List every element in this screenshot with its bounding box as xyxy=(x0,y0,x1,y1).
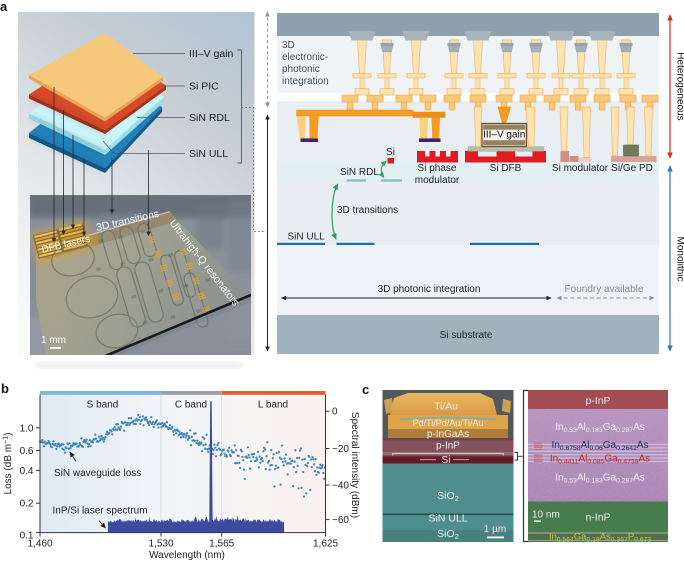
svg-text:Si PIC: Si PIC xyxy=(189,81,219,93)
svg-text:1,565: 1,565 xyxy=(209,539,234,550)
svg-text:SiN ULL: SiN ULL xyxy=(189,148,228,160)
svg-text:p-InGaAs: p-InGaAs xyxy=(427,429,469,440)
svg-text:1.0: 1.0 xyxy=(20,423,34,434)
svg-text:modulator: modulator xyxy=(415,175,460,186)
svg-text:SiN RDL: SiN RDL xyxy=(340,167,379,178)
svg-text:In0.564Ga0.19As0.367P0.673: In0.564Ga0.19As0.367P0.673 xyxy=(549,532,652,544)
svg-text:1,530: 1,530 xyxy=(148,539,173,550)
svg-text:S band: S band xyxy=(87,400,119,411)
svg-text:p-InP: p-InP xyxy=(585,395,610,407)
svg-text:Si: Si xyxy=(386,147,395,158)
svg-text:1,460: 1,460 xyxy=(27,539,52,550)
svg-text:1,625: 1,625 xyxy=(313,539,338,550)
svg-text:0.4: 0.4 xyxy=(20,466,34,477)
svg-text:Heterogeneous: Heterogeneous xyxy=(675,52,684,120)
svg-text:Ti/Au: Ti/Au xyxy=(434,401,458,413)
svg-text:III–V gain: III–V gain xyxy=(189,48,234,60)
svg-text:0: 0 xyxy=(332,407,338,418)
svg-text:−40: −40 xyxy=(332,481,349,492)
svg-text:SiO2: SiO2 xyxy=(437,528,459,541)
svg-text:3D photonic integration: 3D photonic integration xyxy=(378,284,481,295)
svg-text:Pd/Ti/Pd/Au/Ti/Au: Pd/Ti/Pd/Au/Ti/Au xyxy=(413,418,484,428)
svg-text:Si: Si xyxy=(442,455,451,466)
svg-text:p-InP: p-InP xyxy=(436,441,460,452)
svg-text:Spectral intensity (dBm): Spectral intensity (dBm) xyxy=(349,412,360,518)
svg-text:0.1: 0.1 xyxy=(20,531,34,542)
svg-text:Si substrate: Si substrate xyxy=(440,330,493,341)
svg-text:−60: −60 xyxy=(332,515,349,526)
svg-text:integration: integration xyxy=(282,76,329,87)
svg-text:−20: −20 xyxy=(332,444,349,455)
svg-text:0.6: 0.6 xyxy=(20,446,34,457)
svg-text:L band: L band xyxy=(258,400,288,411)
svg-text:Loss (dB m−1): Loss (dB m−1) xyxy=(3,433,15,495)
svg-text:SiN waveguide loss: SiN waveguide loss xyxy=(54,468,141,479)
svg-text:electronic-: electronic- xyxy=(282,52,328,63)
svg-text:Wavelength (nm): Wavelength (nm) xyxy=(149,550,225,561)
svg-text:1 mm: 1 mm xyxy=(41,335,66,346)
svg-text:Si/Ge PD: Si/Ge PD xyxy=(611,163,653,174)
svg-text:Monolithic: Monolithic xyxy=(675,236,684,281)
svg-text:3D: 3D xyxy=(282,40,295,51)
svg-text:Si modulator: Si modulator xyxy=(552,163,609,174)
svg-text:III–V gain: III–V gain xyxy=(483,130,525,141)
svg-text:SiN RDL: SiN RDL xyxy=(189,112,230,124)
svg-text:1 µm: 1 µm xyxy=(484,524,506,535)
svg-text:n-InP: n-InP xyxy=(585,512,610,524)
svg-text:3D transitions: 3D transitions xyxy=(337,205,398,216)
svg-text:In0.6758Al0.06Ga0.2642As: In0.6758Al0.06Ga0.2642As xyxy=(551,440,648,452)
svg-text:In0.53Al0.183Ga0.287As: In0.53Al0.183Ga0.287As xyxy=(555,422,645,434)
svg-text:SiN ULL: SiN ULL xyxy=(288,232,326,243)
svg-text:SiN ULL: SiN ULL xyxy=(428,513,467,525)
svg-text:In0.53Al0.183Ga0.287As: In0.53Al0.183Ga0.287As xyxy=(555,473,645,485)
svg-text:In0.4411Al0.085Ga0.4739As: In0.4411Al0.085Ga0.4739As xyxy=(550,454,650,466)
svg-text:Foundry available: Foundry available xyxy=(565,284,644,295)
svg-text:Si DFB: Si DFB xyxy=(490,163,522,174)
svg-text:InP/Si laser spectrum: InP/Si laser spectrum xyxy=(53,506,148,517)
svg-text:SiO2: SiO2 xyxy=(437,490,459,503)
svg-text:photonic: photonic xyxy=(282,64,320,75)
svg-text:Si phase: Si phase xyxy=(418,163,457,174)
svg-text:0.2: 0.2 xyxy=(20,499,34,510)
svg-text:C band: C band xyxy=(175,400,207,411)
svg-text:10 nm: 10 nm xyxy=(532,510,560,521)
